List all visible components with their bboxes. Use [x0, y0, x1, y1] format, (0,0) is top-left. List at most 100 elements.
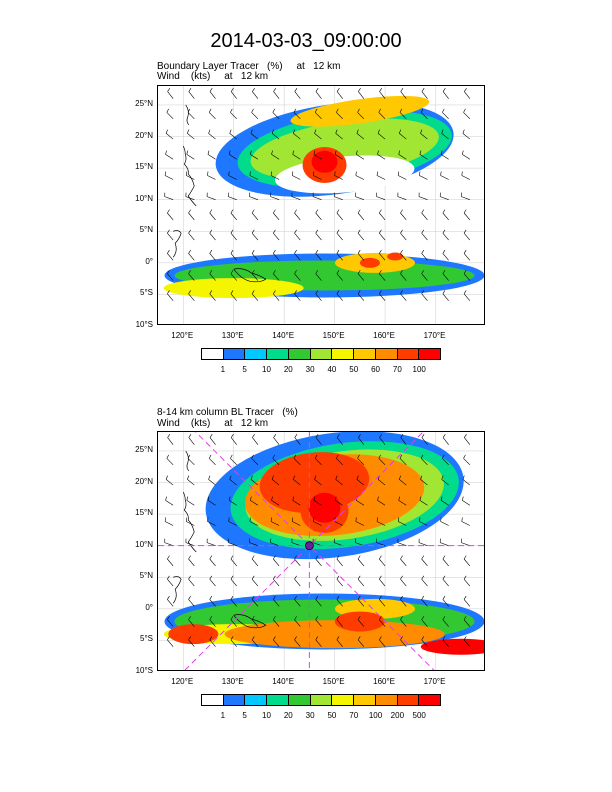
wind-barb-flag — [207, 496, 210, 501]
wind-barb-flag — [209, 270, 213, 274]
wind-barb — [336, 579, 343, 587]
wind-barb — [228, 196, 237, 200]
equatorial-hot-2 — [387, 252, 404, 261]
wind-barb — [249, 196, 259, 200]
wind-barb — [251, 212, 259, 221]
wind-barb-flag — [250, 129, 253, 134]
wind-barb — [187, 458, 195, 466]
wind-barb-flag — [208, 454, 212, 459]
panel-1-title-line1: Boundary Layer Tracer (%) at 12 km — [157, 61, 341, 72]
colorbar-swatch — [419, 349, 441, 359]
wind-barb — [272, 458, 280, 466]
wind-barb-flag — [251, 229, 255, 234]
wind-barb-flag — [421, 209, 425, 214]
wind-barb-flag — [336, 454, 339, 459]
storm-center — [311, 150, 338, 173]
wind-barb-flag — [463, 454, 466, 459]
lat-tick-label: 10°N — [135, 539, 153, 549]
wind-barb — [336, 437, 343, 445]
colorbar-label: 100 — [412, 365, 426, 374]
wind-barb-flag — [397, 171, 400, 176]
wind-barb — [209, 579, 216, 587]
wind-barb — [294, 437, 301, 445]
lat-tick-label: 10°S — [135, 666, 153, 675]
wind-barb-flag — [357, 454, 360, 459]
wind-barb — [314, 479, 322, 486]
wind-barb — [334, 500, 343, 506]
colorbar-label: 40 — [327, 365, 337, 374]
wind-barb-flag — [442, 575, 446, 580]
wind-barb-flag — [400, 434, 404, 438]
wind-barb-flag — [336, 88, 340, 92]
wind-barb — [230, 212, 237, 221]
wind-barb — [315, 293, 322, 301]
wind-barb-flag — [167, 575, 170, 580]
wind-barb — [291, 542, 301, 546]
wind-barb — [442, 619, 449, 627]
wind-barb-flag — [442, 290, 446, 295]
wind-barb-flag — [294, 595, 297, 600]
wind-barb-flag — [187, 129, 190, 134]
wind-barb-flag — [188, 249, 191, 254]
wind-barb-flag — [315, 229, 319, 234]
wind-barb-flag — [251, 209, 255, 214]
panel-2-title-line1: 8-14 km column BL Tracer (%) — [157, 407, 298, 418]
wind-barb — [294, 253, 301, 261]
wind-barb — [421, 212, 428, 221]
wind-barb — [462, 479, 471, 486]
wind-barb-flag — [379, 88, 383, 92]
wind-barb — [165, 154, 174, 160]
wind-barb — [207, 175, 216, 180]
wind-barb-flag — [357, 209, 361, 214]
wind-barb — [166, 458, 174, 466]
wind-barb-flag — [419, 517, 421, 522]
lat-tick-label: 5°S — [140, 634, 153, 644]
wind-barb — [293, 112, 301, 120]
wind-barb-flag — [379, 249, 382, 254]
wind-barb-flag — [357, 270, 361, 274]
wind-barb — [463, 233, 471, 241]
wind-barb — [165, 479, 174, 486]
wind-barb-flag — [357, 616, 361, 620]
wind-barb — [187, 112, 195, 120]
wind-barb-flag — [400, 616, 403, 620]
colorbar-swatch — [267, 695, 289, 705]
wind-barb — [206, 542, 216, 546]
lat-tick-label: 0° — [145, 256, 153, 266]
wind-barb — [164, 175, 174, 180]
wind-barb-flag — [315, 88, 319, 92]
wind-barb-flag — [400, 290, 403, 295]
wind-barb — [379, 437, 386, 445]
wind-barb-flag — [357, 555, 361, 560]
wind-barb — [400, 558, 407, 567]
wind-barb-flag — [209, 575, 213, 580]
wind-barb — [167, 253, 174, 261]
wind-barb — [228, 154, 237, 160]
wind-barb — [249, 542, 259, 546]
wind-barb — [357, 558, 365, 567]
wind-barb-flag — [440, 171, 442, 176]
wind-barb-flag — [167, 249, 170, 254]
wind-barb-flag — [463, 616, 467, 620]
wind-barb — [357, 458, 365, 466]
colorbar-swatch — [223, 349, 246, 359]
wind-barb-flag — [228, 150, 231, 155]
wind-barb-flag — [379, 434, 383, 438]
wind-barb — [357, 212, 365, 221]
wind-barb — [164, 542, 174, 546]
colorbar-swatch — [310, 349, 333, 359]
new-guinea-coast — [233, 614, 267, 629]
lat-tick-label: 0° — [145, 602, 153, 612]
wind-barb-flag — [230, 209, 234, 214]
wind-barb — [400, 639, 407, 647]
wind-barb-flag — [207, 171, 209, 176]
wind-barb-flag — [463, 290, 467, 295]
wind-barb — [377, 133, 386, 140]
wind-barb-flag — [421, 229, 425, 234]
wind-barb-flag — [228, 517, 230, 522]
wind-barb — [336, 458, 343, 466]
wind-barb-flag — [167, 636, 170, 641]
wind-barb-flag — [188, 555, 191, 560]
wind-barb — [357, 639, 365, 647]
colorbar-swatch — [245, 349, 268, 359]
